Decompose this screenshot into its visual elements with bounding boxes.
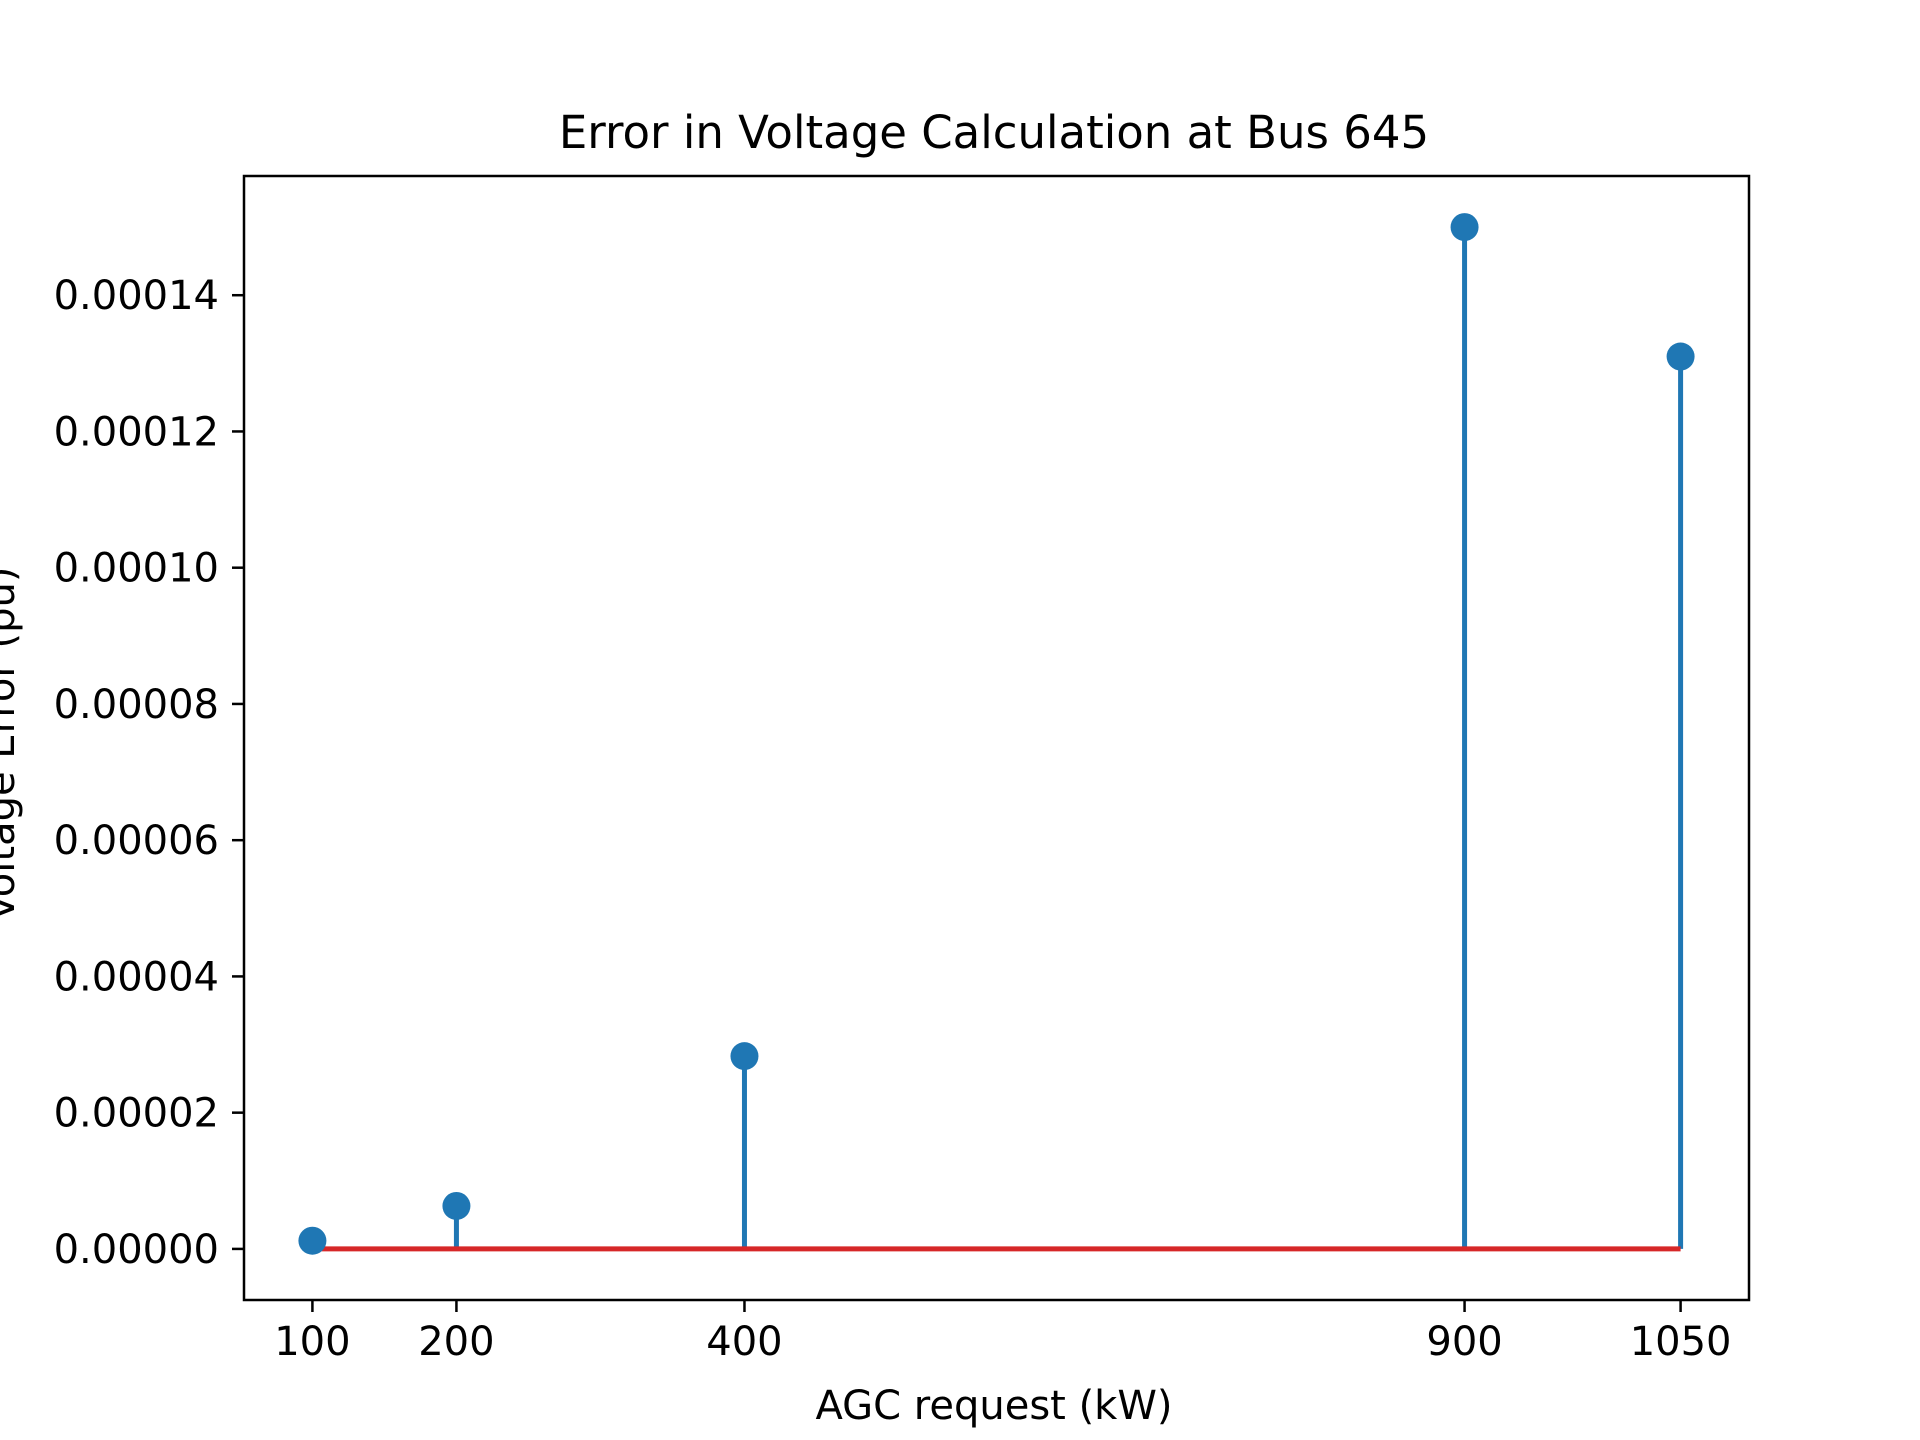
y-tick-label: 0.00006 xyxy=(54,818,219,864)
x-tick-label: 200 xyxy=(418,1319,494,1365)
x-tick-label: 900 xyxy=(1426,1319,1502,1365)
y-tick-label: 0.00010 xyxy=(54,546,219,592)
stem-lines xyxy=(309,227,1684,1249)
x-axis-label: AGC request (kW) xyxy=(816,1383,1173,1429)
y-tick-label: 0.00002 xyxy=(54,1091,219,1137)
y-axis-label: Voltage Error (pu) xyxy=(0,567,24,922)
x-tick-label: 400 xyxy=(706,1319,782,1365)
y-tick-label: 0.00004 xyxy=(54,954,219,1000)
y-tick-label: 0.00000 xyxy=(54,1227,219,1273)
chart-title: Error in Voltage Calculation at Bus 645 xyxy=(559,106,1429,159)
stem-marker xyxy=(298,1226,327,1255)
y-tick-label: 0.00012 xyxy=(54,409,219,455)
stem-markers xyxy=(298,213,1695,1255)
x-axis-ticks: 100 200 400 900 1050 xyxy=(274,1300,1731,1365)
x-tick-label: 1050 xyxy=(1630,1319,1732,1365)
y-tick-label: 0.00008 xyxy=(54,682,219,728)
x-tick-label: 100 xyxy=(274,1319,350,1365)
y-tick-label: 0.00014 xyxy=(54,273,219,319)
stem-marker xyxy=(730,1042,759,1071)
y-axis-ticks: 0.00000 0.00002 0.00004 0.00006 0.00008 0.000… xyxy=(54,273,244,1273)
stem-marker xyxy=(442,1191,471,1220)
stem-marker xyxy=(1666,342,1695,371)
stem-marker xyxy=(1450,213,1479,242)
plot-frame xyxy=(242,174,1751,1302)
